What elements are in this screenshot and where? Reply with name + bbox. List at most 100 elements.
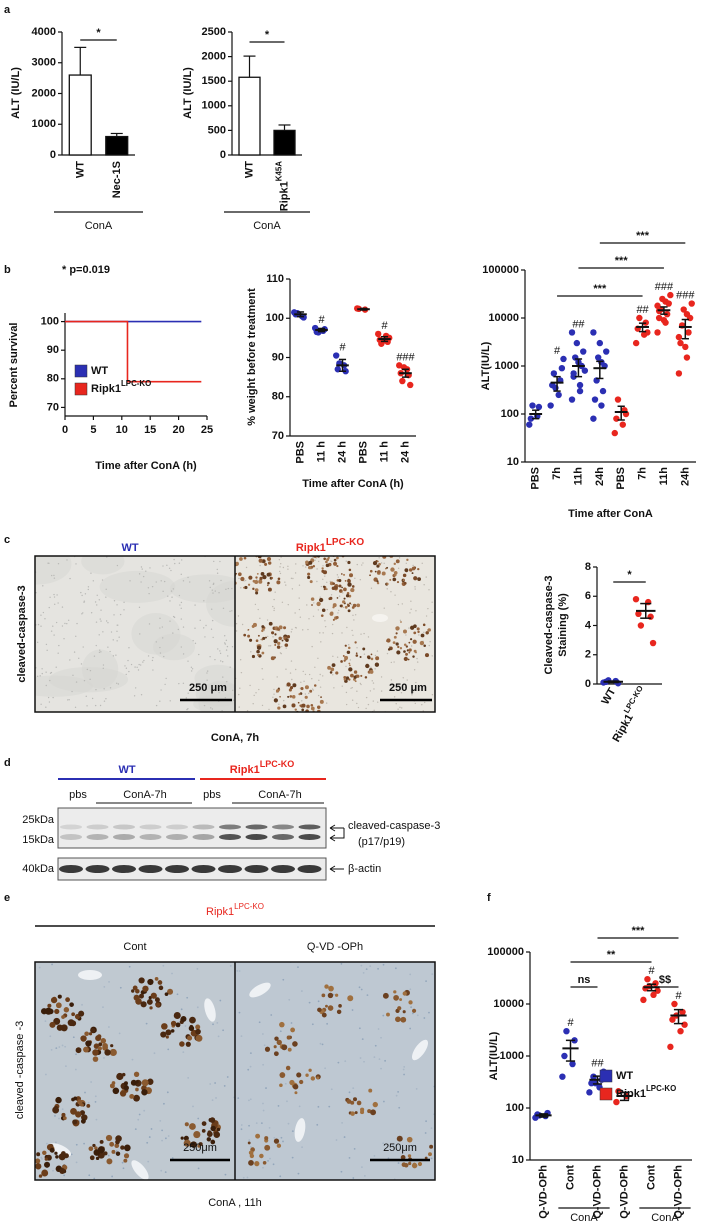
x-tick-label: Nec-1S bbox=[111, 161, 123, 198]
nucleus bbox=[425, 576, 427, 578]
nucleus bbox=[342, 606, 345, 609]
nucleus bbox=[53, 634, 55, 636]
nucleus bbox=[376, 650, 379, 652]
nucleus bbox=[99, 618, 101, 620]
stained-cell bbox=[264, 562, 268, 566]
stained-cell bbox=[397, 645, 400, 649]
stained-cell bbox=[335, 671, 339, 675]
nucleus bbox=[363, 653, 366, 655]
nucleus bbox=[326, 1022, 329, 1025]
nucleus bbox=[423, 631, 425, 634]
stained-cell bbox=[53, 1017, 61, 1025]
nucleus bbox=[98, 599, 101, 601]
nucleus bbox=[159, 652, 162, 654]
stained-cell bbox=[291, 695, 296, 699]
stained-cell bbox=[114, 1143, 120, 1149]
stained-cell bbox=[354, 1111, 358, 1115]
stained-cell bbox=[312, 565, 316, 568]
nucleus bbox=[110, 631, 113, 633]
x-axis-label: Time after ConA (h) bbox=[95, 460, 197, 472]
stained-cell bbox=[321, 608, 326, 613]
stained-cell bbox=[259, 576, 263, 581]
nucleus bbox=[159, 1119, 162, 1122]
nucleus bbox=[352, 1087, 355, 1090]
band bbox=[139, 824, 162, 830]
stained-cell bbox=[321, 993, 326, 998]
nucleus bbox=[81, 1003, 83, 1006]
stained-cell bbox=[149, 1006, 153, 1010]
nucleus bbox=[106, 556, 108, 558]
nucleus bbox=[246, 1176, 249, 1179]
nucleus bbox=[168, 567, 171, 569]
stained-cell bbox=[392, 577, 397, 582]
nucleus bbox=[143, 1109, 146, 1112]
nucleus bbox=[403, 1073, 405, 1076]
stained-cell bbox=[302, 716, 305, 719]
stained-cell bbox=[370, 1109, 377, 1116]
stained-cell bbox=[325, 563, 330, 568]
nucleus bbox=[172, 615, 175, 618]
nucleus bbox=[240, 1124, 243, 1126]
band bbox=[85, 865, 110, 873]
stained-cell bbox=[402, 573, 407, 578]
nucleus bbox=[372, 682, 375, 684]
x-tick-label-base: 24h bbox=[679, 467, 691, 486]
nucleus bbox=[262, 678, 264, 680]
nucleus bbox=[180, 601, 183, 604]
nucleus bbox=[324, 1067, 327, 1070]
nucleus bbox=[267, 635, 269, 638]
nucleus bbox=[395, 1144, 398, 1147]
nucleus bbox=[351, 686, 353, 689]
nucleus bbox=[107, 1154, 110, 1157]
nucleus bbox=[408, 627, 410, 629]
stained-cell bbox=[287, 1047, 292, 1052]
stained-cell bbox=[235, 572, 238, 575]
nucleus bbox=[360, 683, 362, 686]
stained-cell bbox=[377, 570, 381, 574]
nucleus bbox=[219, 999, 222, 1002]
nucleus bbox=[184, 1025, 187, 1027]
stained-cell bbox=[325, 1004, 328, 1008]
y-tick-label: 3000 bbox=[32, 57, 56, 69]
stained-cell bbox=[310, 597, 315, 601]
nucleus bbox=[324, 625, 327, 628]
stained-cell bbox=[189, 1123, 196, 1130]
stained-cell bbox=[285, 1065, 291, 1071]
nucleus bbox=[319, 1042, 322, 1045]
stained-cell bbox=[254, 588, 259, 592]
stained-cell bbox=[309, 689, 313, 693]
data-point bbox=[535, 403, 543, 411]
nucleus bbox=[221, 661, 224, 663]
stained-cell bbox=[83, 1046, 89, 1053]
panel-label: c bbox=[4, 534, 10, 546]
stained-cell bbox=[409, 638, 413, 641]
nucleus bbox=[395, 703, 397, 705]
nucleus bbox=[358, 1027, 361, 1030]
stained-cell bbox=[267, 561, 272, 565]
band bbox=[272, 834, 294, 840]
stained-cell bbox=[400, 621, 402, 623]
stained-cell bbox=[408, 1000, 413, 1005]
nucleus bbox=[49, 679, 51, 682]
nucleus bbox=[287, 568, 289, 570]
nucleus bbox=[98, 634, 100, 636]
stained-cell bbox=[235, 561, 239, 566]
stained-cell bbox=[44, 1161, 51, 1168]
stained-cell bbox=[393, 571, 398, 575]
nucleus bbox=[165, 677, 167, 680]
stained-cell bbox=[252, 587, 255, 591]
stained-cell bbox=[334, 993, 339, 997]
nucleus bbox=[117, 624, 119, 626]
stained-cell bbox=[393, 562, 396, 566]
nucleus bbox=[117, 683, 120, 685]
y-tick-label: 2000 bbox=[202, 51, 226, 63]
nucleus bbox=[116, 630, 118, 633]
nucleus bbox=[167, 1135, 170, 1137]
stained-cell bbox=[403, 629, 407, 634]
stained-cell bbox=[411, 572, 414, 575]
significance-mark: # bbox=[648, 965, 655, 977]
stained-cell bbox=[206, 1137, 212, 1142]
stained-cell bbox=[304, 685, 309, 690]
stained-cell bbox=[80, 1035, 87, 1042]
